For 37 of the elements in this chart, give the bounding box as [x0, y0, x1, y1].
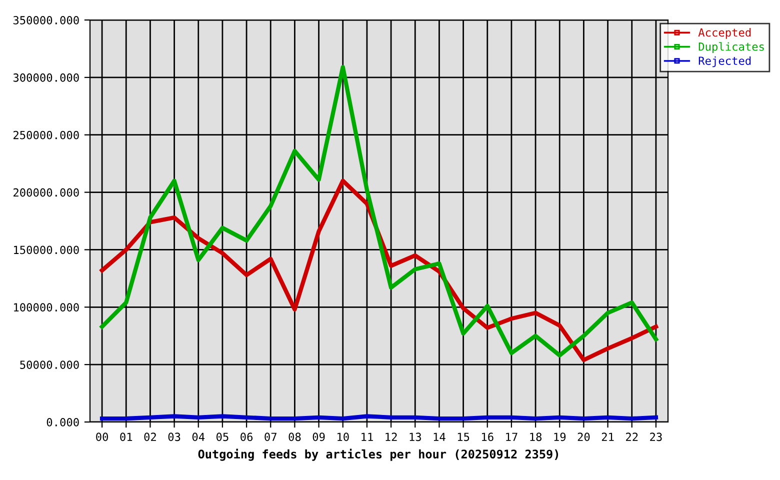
y-tick-label: 250000.000 [14, 130, 79, 140]
x-tick-label: 02 [144, 432, 156, 442]
legend-label: Accepted [698, 28, 751, 39]
x-tick-label: 21 [602, 432, 614, 441]
x-tick-label: 01 [120, 432, 132, 442]
x-tick-label: 18 [530, 432, 542, 442]
x-tick-label: 09 [312, 432, 325, 442]
x-tick-label: 14 [434, 432, 446, 441]
x-tick-label: 00 [96, 432, 108, 442]
x-tick-label: 08 [288, 432, 301, 442]
x-tick-label: 03 [168, 432, 180, 442]
x-tick-label: 13 [410, 432, 421, 442]
legend-label: Duplicates [698, 42, 764, 53]
x-axis-title: Outgoing feeds by articles per hour (20250912 2359) [198, 448, 558, 461]
y-tick-label: 150000.000 [14, 246, 79, 254]
y-tick-label: 0.000 [46, 418, 79, 426]
y-tick-label: 300000.000 [13, 73, 79, 82]
x-tick-label: 23 [650, 432, 662, 442]
x-tick-label: 11 [362, 432, 373, 441]
x-tick-label: 10 [338, 432, 349, 442]
y-tick-label: 350000.000 [13, 16, 79, 24]
x-tick-label: 15 [458, 432, 470, 442]
x-tick-label: 19 [554, 432, 566, 442]
y-tick-label: 200000.000 [14, 188, 79, 197]
x-tick-label: 04 [192, 432, 205, 442]
y-tick-label: 100000.000 [14, 303, 79, 312]
x-tick-label: 06 [240, 432, 253, 442]
x-tick-label: 20 [578, 432, 590, 442]
x-tick-label: 07 [264, 432, 276, 442]
x-tick-label: 12 [386, 432, 397, 441]
y-tick-label: 50000.000 [20, 360, 79, 369]
x-tick-label: 16 [482, 432, 494, 442]
x-tick-label: 05 [216, 432, 228, 442]
x-tick-label: 22 [626, 432, 638, 441]
x-tick-label: 17 [506, 432, 518, 441]
legend-label: Rejected [698, 56, 751, 68]
line-series [100, 65, 658, 358]
